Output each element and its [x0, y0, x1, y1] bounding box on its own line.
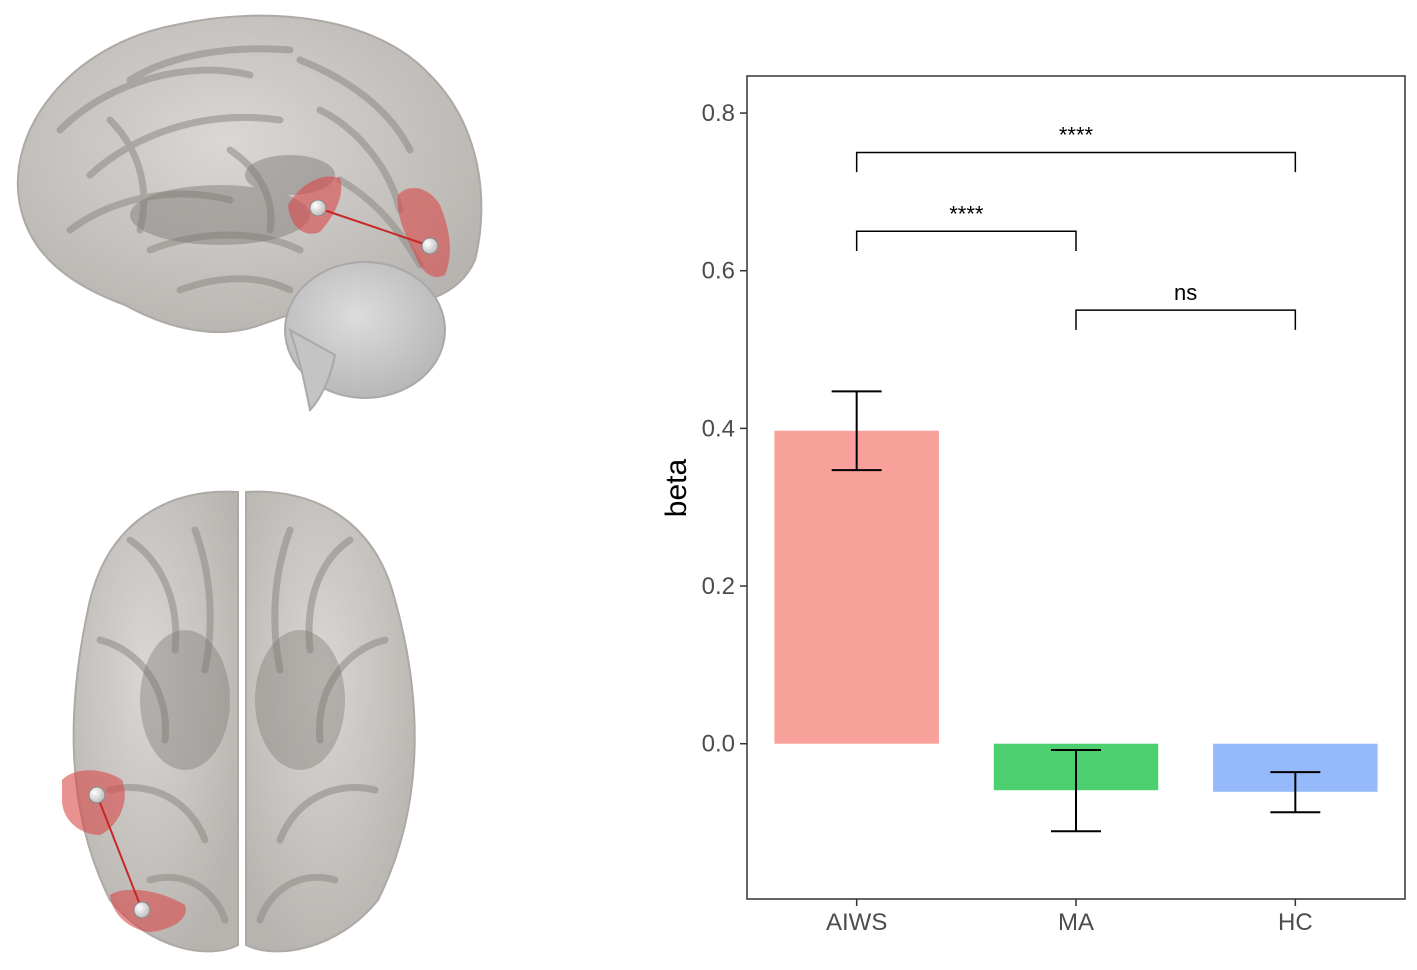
- significance-bracket: [1075, 309, 1297, 330]
- error-bars-layer: [831, 390, 1321, 833]
- brain-sagittal-icon: [16, 14, 483, 413]
- bar-aiws: [774, 430, 939, 744]
- y-axis-title: beta: [660, 458, 693, 517]
- significance-label: ns: [1174, 280, 1197, 305]
- brain-axial-icon: [62, 490, 416, 953]
- y-axis: 0.0 0.2 0.4 0.6 0.8: [702, 100, 747, 758]
- y-tick-label: 0.8: [702, 100, 735, 127]
- bars-layer: [774, 430, 1378, 792]
- x-tick-label: AIWS: [826, 909, 887, 936]
- x-tick-label: HC: [1278, 909, 1313, 936]
- x-axis: AIWS MA HC: [826, 899, 1313, 936]
- x-tick-label: MA: [1058, 909, 1094, 936]
- significance-bracket: [855, 151, 1297, 173]
- significance-label: ****: [1059, 122, 1094, 147]
- y-tick-label: 0.2: [702, 573, 735, 600]
- significance-layer: **** **** ns: [855, 122, 1297, 330]
- y-tick-label: 0.6: [702, 258, 735, 285]
- y-tick-label: 0.4: [702, 415, 735, 442]
- significance-label: ****: [949, 201, 984, 226]
- significance-bracket: [855, 230, 1077, 252]
- y-tick-label: 0.0: [702, 731, 735, 758]
- bar-chart: **** **** ns 0.0 0.2 0.4 0.6 0.8 AIWS MA HC beta: [660, 75, 1406, 936]
